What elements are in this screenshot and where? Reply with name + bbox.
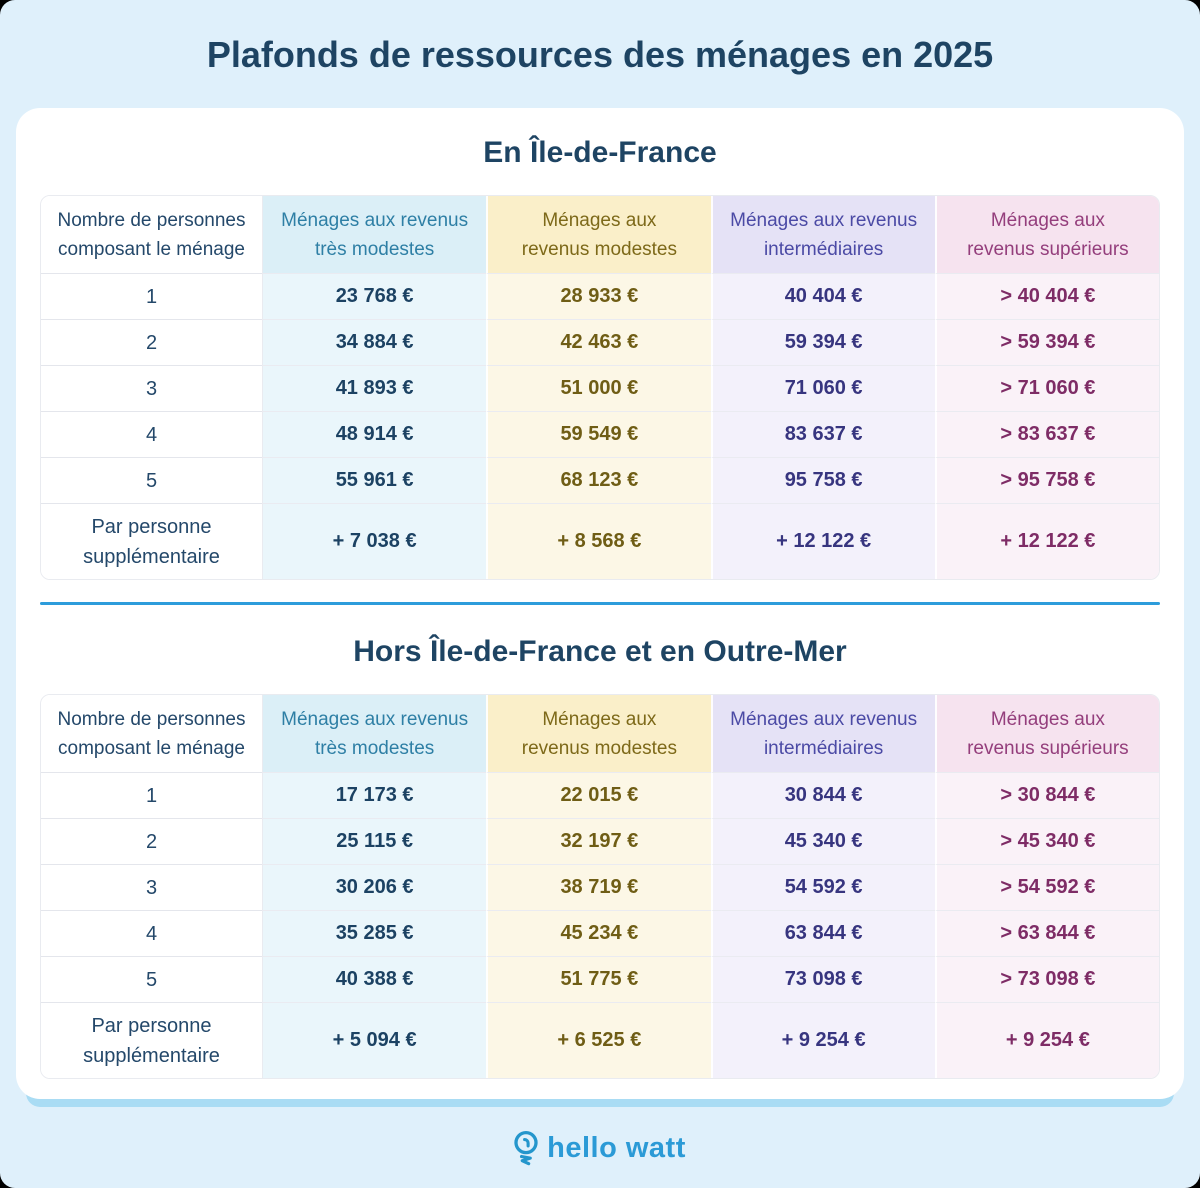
household-size-cell: 3 (41, 365, 262, 411)
table-row-5: 5 40 388 €51 775 €73 098 € > 73 098 € (41, 956, 1159, 1002)
column-header-household-size: Nombre de personnes composant le ménage (41, 196, 262, 273)
income-ceiling-cell: > 40 404 € (934, 273, 1159, 319)
income-ceiling-cell: 68 123 € (486, 457, 711, 503)
column-header-revenus-intermediaires: Ménages aux revenus intermédiaires (710, 695, 935, 772)
income-ceiling-cell: > 71 060 € (934, 365, 1159, 411)
household-size-cell: 1 (41, 273, 262, 319)
income-ceiling-cell: + 6 525 € (486, 1002, 711, 1078)
household-size-cell: 2 (41, 319, 262, 365)
income-table-hors-ile-de-france: Nombre de personnes composant le ménage … (41, 695, 1159, 1078)
income-ceiling-cell: + 5 094 € (262, 1002, 487, 1078)
income-ceiling-cell: > 45 340 € (934, 818, 1159, 864)
household-size-cell: 5 (41, 956, 262, 1002)
section-heading-ile-de-france: En Île-de-France (483, 136, 717, 169)
household-size-cell: 5 (41, 457, 262, 503)
column-header-revenus-superieurs: Ménages aux revenus supérieurs (934, 196, 1159, 273)
income-ceiling-cell: 35 285 € (262, 910, 487, 956)
income-ceiling-cell: > 73 098 € (934, 956, 1159, 1002)
income-ceiling-cell: 38 719 € (486, 864, 711, 910)
section-heading-hors-ile-de-france: Hors Île-de-France et en Outre-Mer (353, 635, 847, 668)
income-table-ile-de-france: Nombre de personnes composant le ménage … (41, 196, 1159, 579)
income-ceiling-cell: 32 197 € (486, 818, 711, 864)
income-ceiling-cell: 51 775 € (486, 956, 711, 1002)
income-ceiling-cell: 55 961 € (262, 457, 487, 503)
income-ceiling-cell: 40 404 € (710, 273, 935, 319)
income-ceiling-cell: 51 000 € (486, 365, 711, 411)
income-ceiling-cell: 41 893 € (262, 365, 487, 411)
income-ceiling-cell: 34 884 € (262, 319, 487, 365)
income-ceiling-cell: > 95 758 € (934, 457, 1159, 503)
income-ceiling-cell: > 30 844 € (934, 772, 1159, 818)
income-ceiling-cell: 30 844 € (710, 772, 935, 818)
income-ceiling-cell: + 7 038 € (262, 503, 487, 579)
column-header-revenus-tres-modestes: Ménages aux revenus très modestes (262, 196, 487, 273)
lightbulb-icon (514, 1130, 538, 1166)
household-size-cell: Par personne supplémentaire (41, 1002, 262, 1078)
income-ceiling-cell: 71 060 € (710, 365, 935, 411)
table-row-2: 2 34 884 €42 463 €59 394 € > 59 394 € (41, 319, 1159, 365)
income-ceiling-cell: 30 206 € (262, 864, 487, 910)
column-header-revenus-modestes: Ménages aux revenus modestes (486, 695, 711, 772)
table-row-6: Par personne supplémentaire + 7 038 € + 8 … (41, 503, 1159, 579)
income-ceiling-cell: + 8 568 € (486, 503, 711, 579)
income-ceiling-cell: 59 549 € (486, 411, 711, 457)
income-ceiling-cell: 42 463 € (486, 319, 711, 365)
income-ceiling-cell: 17 173 € (262, 772, 487, 818)
household-size-cell: 1 (41, 772, 262, 818)
footer: hello watt (0, 1099, 1200, 1188)
table-row-4: 4 35 285 €45 234 €63 844 € > 63 844 € (41, 910, 1159, 956)
income-ceiling-cell: 83 637 € (710, 411, 935, 457)
household-size-cell: 4 (41, 411, 262, 457)
income-ceiling-cell: 63 844 € (710, 910, 935, 956)
table-row-2: 2 25 115 €32 197 €45 340 € > 45 340 € (41, 818, 1159, 864)
income-ceiling-cell: 45 340 € (710, 818, 935, 864)
column-header-household-size: Nombre de personnes composant le ménage (41, 695, 262, 772)
table-header-row: Nombre de personnes composant le ménage … (41, 196, 1159, 273)
income-ceiling-cell: 48 914 € (262, 411, 487, 457)
income-ceiling-cell: 54 592 € (710, 864, 935, 910)
household-size-cell: Par personne supplémentaire (41, 503, 262, 579)
household-size-cell: 4 (41, 910, 262, 956)
income-ceiling-cell: 59 394 € (710, 319, 935, 365)
income-ceiling-cell: + 9 254 € (934, 1002, 1159, 1078)
column-header-revenus-tres-modestes: Ménages aux revenus très modestes (262, 695, 487, 772)
income-ceiling-cell: 73 098 € (710, 956, 935, 1002)
table-header-row: Nombre de personnes composant le ménage … (41, 695, 1159, 772)
brand-name: hello watt (547, 1132, 686, 1164)
income-ceiling-cell: 23 768 € (262, 273, 487, 319)
income-ceiling-cell: > 63 844 € (934, 910, 1159, 956)
income-ceiling-cell: 40 388 € (262, 956, 487, 1002)
table-row-5: 5 55 961 €68 123 €95 758 € > 95 758 € (41, 457, 1159, 503)
household-size-cell: 3 (41, 864, 262, 910)
income-ceiling-cell: 95 758 € (710, 457, 935, 503)
income-ceiling-cell: > 83 637 € (934, 411, 1159, 457)
table-row-4: 4 48 914 €59 549 €83 637 € > 83 637 € (41, 411, 1159, 457)
table-row-1: 1 17 173 €22 015 €30 844 € > 30 844 € (41, 772, 1159, 818)
column-header-revenus-modestes: Ménages aux revenus modestes (486, 196, 711, 273)
income-ceiling-cell: 25 115 € (262, 818, 487, 864)
content-card: En Île-de-France Nombre de personnes com… (16, 108, 1184, 1099)
income-ceiling-cell: > 59 394 € (934, 319, 1159, 365)
income-ceiling-cell: + 12 122 € (934, 503, 1159, 579)
household-size-cell: 2 (41, 818, 262, 864)
table-row-1: 1 23 768 €28 933 €40 404 € > 40 404 € (41, 273, 1159, 319)
income-ceiling-cell: > 54 592 € (934, 864, 1159, 910)
page-title: Plafonds de ressources des ménages en 20… (206, 34, 994, 75)
income-ceiling-cell: 22 015 € (486, 772, 711, 818)
income-ceiling-cell: 28 933 € (486, 273, 711, 319)
brand-logo: hello watt (514, 1130, 686, 1167)
table-ile-de-france: Nombre de personnes composant le ménage … (40, 195, 1160, 580)
income-ceiling-cell: 45 234 € (486, 910, 711, 956)
table-hors-ile-de-france: Nombre de personnes composant le ménage … (40, 694, 1160, 1079)
section-divider (40, 602, 1160, 605)
income-ceiling-cell: + 12 122 € (710, 503, 935, 579)
column-header-revenus-superieurs: Ménages aux revenus supérieurs (934, 695, 1159, 772)
table-row-3: 3 41 893 €51 000 €71 060 € > 71 060 € (41, 365, 1159, 411)
table-row-6: Par personne supplémentaire + 5 094 € + 6 … (41, 1002, 1159, 1078)
table-row-3: 3 30 206 €38 719 €54 592 € > 54 592 € (41, 864, 1159, 910)
income-ceiling-cell: + 9 254 € (710, 1002, 935, 1078)
column-header-revenus-intermediaires: Ménages aux revenus intermédiaires (710, 196, 935, 273)
